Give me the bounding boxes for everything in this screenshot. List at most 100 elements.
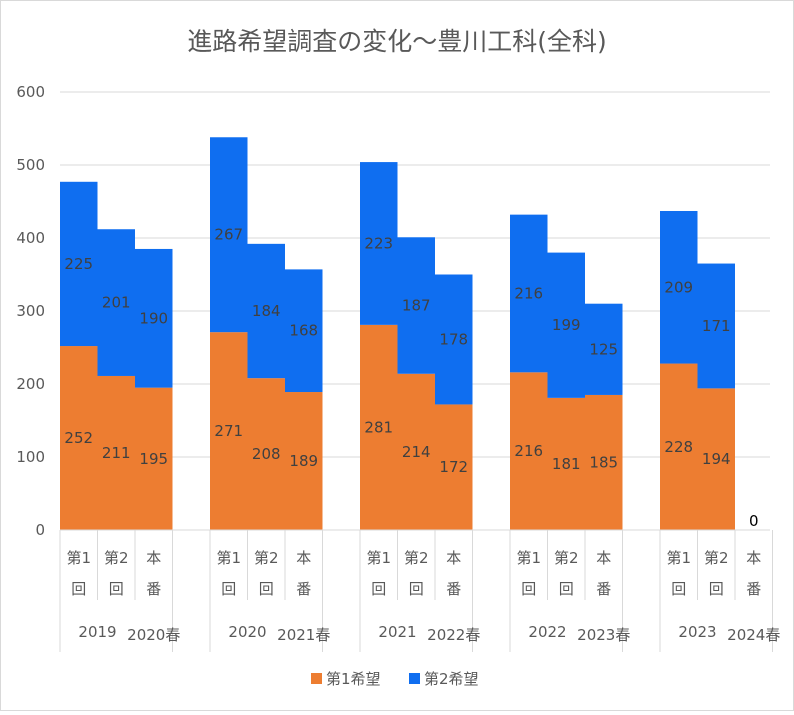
data-label-second-choice: 216 xyxy=(514,284,543,302)
x-group-year-label: 2023 xyxy=(678,623,716,641)
data-label-second-choice: 267 xyxy=(214,226,243,244)
legend-swatch xyxy=(311,673,322,684)
bar-second-choice xyxy=(660,210,698,364)
x-category-label-bottom: 回 xyxy=(221,580,236,598)
data-label-second-choice: 201 xyxy=(102,294,131,312)
x-group-entrance-label: 2020春 xyxy=(127,626,180,644)
data-label-first-choice: 211 xyxy=(102,444,131,462)
x-group-entrance-label: 2021春 xyxy=(277,626,330,644)
x-category-label-bottom: 番 xyxy=(746,580,761,598)
x-category-label-top: 第1 xyxy=(216,549,241,567)
x-category-label-bottom: 回 xyxy=(109,580,124,598)
y-tick-label: 100 xyxy=(16,448,45,466)
data-label-second-choice: 223 xyxy=(364,234,393,252)
bar-first-choice xyxy=(510,372,548,530)
y-tick-label: 0 xyxy=(35,521,45,539)
data-label-second-choice: 171 xyxy=(702,317,731,335)
data-label-first-choice: 271 xyxy=(214,422,243,440)
data-label-first-choice: 172 xyxy=(439,458,468,476)
x-category-label-top: 本 xyxy=(146,549,161,567)
bar-first-choice xyxy=(210,332,248,530)
legend-label: 第2希望 xyxy=(424,670,479,688)
x-category-label-top: 第2 xyxy=(704,549,729,567)
x-group-year-label: 2021 xyxy=(378,623,416,641)
bar-second-choice xyxy=(585,303,623,395)
x-category-label-bottom: 回 xyxy=(709,580,724,598)
data-label-first-choice: 228 xyxy=(664,438,693,456)
legend: 第1希望 第2希望 xyxy=(311,670,479,688)
data-label-second-choice: 184 xyxy=(252,302,281,320)
data-label-first-choice: 185 xyxy=(589,453,618,471)
x-category-label-bottom: 番 xyxy=(596,580,611,598)
chart-title: 進路希望調査の変化～豊川工科(全科) xyxy=(187,27,607,56)
bar-first-choice xyxy=(585,394,623,530)
bar-first-choice xyxy=(397,373,435,530)
data-label-zero: 0 xyxy=(749,512,759,530)
bar-second-choice xyxy=(97,229,135,376)
x-category-label-top: 第1 xyxy=(366,549,391,567)
x-category-label-bottom: 回 xyxy=(671,580,686,598)
y-tick-label: 400 xyxy=(16,229,45,247)
bar-first-choice xyxy=(97,375,135,530)
x-category-label-top: 第1 xyxy=(516,549,541,567)
bar-layer xyxy=(60,137,735,530)
data-label-first-choice: 189 xyxy=(289,452,318,470)
x-category-label-top: 第2 xyxy=(254,549,279,567)
bar-second-choice xyxy=(60,181,98,347)
y-tick-label: 200 xyxy=(16,375,45,393)
data-label-first-choice: 195 xyxy=(139,450,168,468)
y-tick-label: 500 xyxy=(16,156,45,174)
x-category-label-bottom: 回 xyxy=(521,580,536,598)
bar-second-choice xyxy=(435,274,473,405)
bar-first-choice xyxy=(435,404,473,530)
x-category-label-bottom: 回 xyxy=(371,580,386,598)
bar-first-choice xyxy=(60,346,98,530)
x-category-label-top: 本 xyxy=(446,549,461,567)
data-label-layer: 252 225 211 201 195 190 271 267 208 184 189 168 281 2… xyxy=(64,226,758,530)
y-tick-label: 300 xyxy=(16,302,45,320)
data-label-second-choice: 209 xyxy=(664,278,693,296)
data-label-first-choice: 194 xyxy=(702,450,731,468)
legend-label: 第1希望 xyxy=(326,670,381,688)
x-category-label-top: 本 xyxy=(746,549,761,567)
x-category-label-top: 本 xyxy=(296,549,311,567)
x-category-label-top: 第2 xyxy=(404,549,429,567)
data-label-first-choice: 208 xyxy=(252,445,281,463)
x-category-label-bottom: 回 xyxy=(71,580,86,598)
data-label-first-choice: 214 xyxy=(402,443,431,461)
bar-second-choice xyxy=(547,252,585,398)
data-label-first-choice: 181 xyxy=(552,455,581,473)
bar-first-choice xyxy=(135,387,173,530)
x-group-entrance-label: 2022春 xyxy=(427,626,480,644)
bar-second-choice xyxy=(135,248,173,388)
bar-first-choice xyxy=(247,378,285,530)
bar-second-choice xyxy=(210,137,248,333)
x-category-label-top: 第2 xyxy=(104,549,129,567)
bar-first-choice xyxy=(697,388,735,530)
bar-second-choice xyxy=(397,237,435,374)
data-label-second-choice: 187 xyxy=(402,297,431,315)
x-group-year-label: 2022 xyxy=(528,623,566,641)
data-label-first-choice: 216 xyxy=(514,442,543,460)
data-label-second-choice: 199 xyxy=(552,316,581,334)
data-label-first-choice: 252 xyxy=(64,429,93,447)
legend-swatch xyxy=(409,673,420,684)
y-tick-label: 600 xyxy=(16,83,45,101)
data-label-second-choice: 178 xyxy=(439,330,468,348)
bar-second-choice xyxy=(285,269,323,393)
bar-second-choice xyxy=(697,263,735,389)
data-label-second-choice: 190 xyxy=(139,309,168,327)
x-category-label-top: 第1 xyxy=(66,549,91,567)
x-category-label-top: 本 xyxy=(596,549,611,567)
bar-second-choice xyxy=(510,214,548,373)
x-category-label-bottom: 回 xyxy=(559,580,574,598)
bar-second-choice xyxy=(247,243,285,379)
bar-first-choice xyxy=(285,392,323,530)
data-label-second-choice: 168 xyxy=(289,322,318,340)
x-category-label-bottom: 番 xyxy=(146,580,161,598)
x-category-label-top: 第2 xyxy=(554,549,579,567)
data-label-second-choice: 125 xyxy=(589,340,618,358)
